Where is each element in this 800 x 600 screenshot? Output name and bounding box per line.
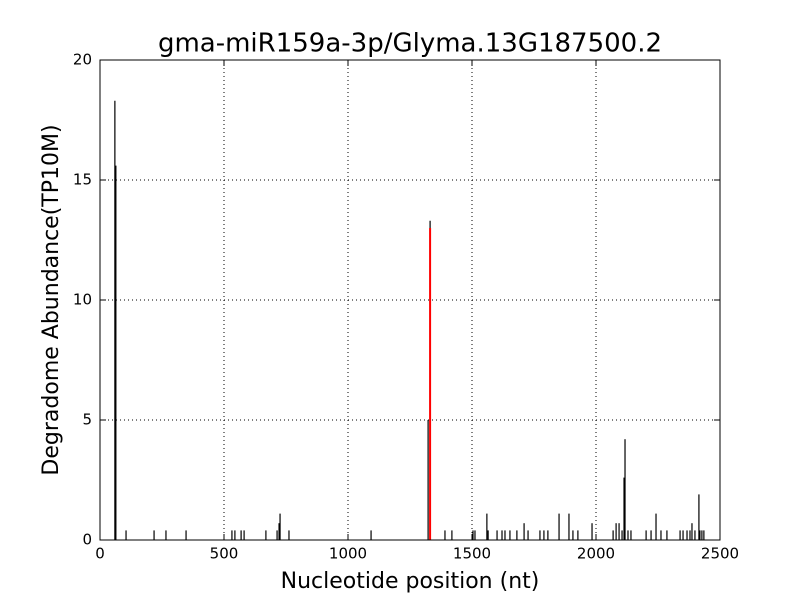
plot-frame (99, 59, 721, 541)
y-axis-label: Degradome Abundance(TP10M) (39, 124, 64, 475)
y-tick-label: 20 (73, 51, 92, 69)
y-tick-label: 15 (73, 171, 92, 189)
x-tick-label: 1000 (329, 545, 367, 563)
y-tick-label: 10 (73, 291, 92, 309)
chart-title: gma-miR159a-3p/Glyma.13G187500.2 (158, 29, 662, 59)
x-tick-label: 2000 (577, 545, 615, 563)
x-tick-label: 500 (210, 545, 239, 563)
y-tick-label: 0 (82, 531, 92, 549)
x-tick-label: 1500 (453, 545, 491, 563)
x-axis-label: Nucleotide position (nt) (281, 569, 540, 594)
x-tick-label: 2500 (701, 545, 739, 563)
x-tick-label: 0 (95, 545, 105, 563)
y-tick-label: 5 (82, 411, 92, 429)
